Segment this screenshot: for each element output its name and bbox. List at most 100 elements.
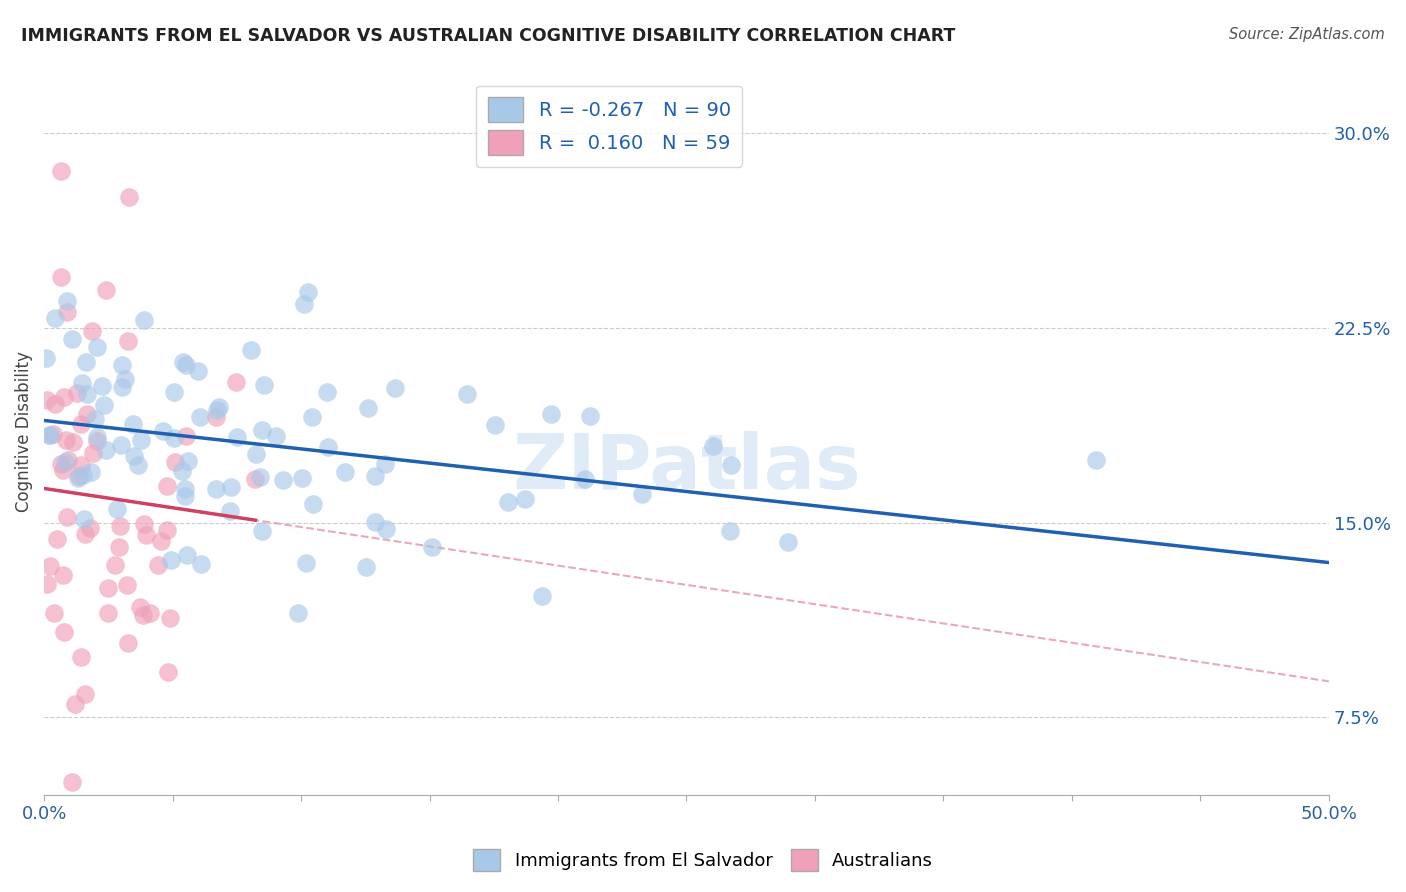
Point bbox=[44, 397, 66, 411]
Point bbox=[316, 384, 339, 399]
Point bbox=[163, 431, 186, 445]
Point bbox=[69, 649, 91, 664]
Point bbox=[111, 358, 134, 372]
Point bbox=[156, 523, 179, 537]
Point bbox=[173, 482, 195, 496]
Point bbox=[86, 429, 108, 443]
Point bbox=[62, 434, 84, 449]
Point bbox=[287, 606, 309, 620]
Point bbox=[75, 688, 97, 702]
Point bbox=[295, 556, 318, 570]
Point bbox=[132, 312, 155, 326]
Point bbox=[80, 324, 103, 338]
Point bbox=[80, 465, 103, 479]
Point bbox=[702, 438, 724, 452]
Point bbox=[72, 468, 94, 483]
Point bbox=[117, 334, 139, 348]
Point bbox=[114, 372, 136, 386]
Point bbox=[333, 465, 356, 479]
Point bbox=[117, 636, 139, 650]
Point bbox=[364, 515, 387, 529]
Point bbox=[356, 401, 378, 415]
Point bbox=[60, 775, 83, 789]
Point bbox=[53, 624, 76, 639]
Point bbox=[70, 458, 93, 472]
Point bbox=[249, 469, 271, 483]
Point bbox=[720, 458, 742, 472]
Point bbox=[205, 482, 228, 496]
Point bbox=[97, 607, 120, 621]
Point bbox=[53, 455, 76, 469]
Point bbox=[226, 430, 249, 444]
Point bbox=[45, 533, 67, 547]
Point bbox=[56, 293, 79, 308]
Point bbox=[76, 407, 98, 421]
Point bbox=[159, 610, 181, 624]
Text: ZIPatlas: ZIPatlas bbox=[512, 431, 860, 505]
Point bbox=[156, 479, 179, 493]
Point bbox=[38, 427, 60, 442]
Point bbox=[374, 522, 396, 536]
Point bbox=[297, 285, 319, 299]
Point bbox=[146, 558, 169, 573]
Point bbox=[172, 354, 194, 368]
Point bbox=[163, 384, 186, 399]
Point bbox=[41, 427, 63, 442]
Point bbox=[52, 463, 75, 477]
Point bbox=[39, 559, 62, 574]
Point bbox=[578, 409, 600, 424]
Point bbox=[52, 567, 75, 582]
Point bbox=[250, 423, 273, 437]
Point bbox=[70, 376, 93, 391]
Point bbox=[778, 535, 800, 549]
Point bbox=[82, 446, 104, 460]
Point bbox=[290, 471, 312, 485]
Point bbox=[70, 417, 93, 432]
Point bbox=[104, 558, 127, 573]
Legend: Immigrants from El Salvador, Australians: Immigrants from El Salvador, Australians bbox=[465, 842, 941, 879]
Point bbox=[1085, 453, 1108, 467]
Point bbox=[384, 381, 406, 395]
Point bbox=[540, 407, 562, 421]
Legend: R = -0.267   N = 90, R =  0.160   N = 59: R = -0.267 N = 90, R = 0.160 N = 59 bbox=[477, 86, 742, 167]
Point bbox=[115, 578, 138, 592]
Text: Source: ZipAtlas.com: Source: ZipAtlas.com bbox=[1229, 27, 1385, 42]
Point bbox=[165, 455, 187, 469]
Point bbox=[60, 332, 83, 346]
Point bbox=[139, 607, 162, 621]
Point bbox=[127, 458, 149, 472]
Point bbox=[90, 379, 112, 393]
Point bbox=[110, 438, 132, 452]
Point bbox=[245, 472, 267, 486]
Point bbox=[108, 540, 131, 554]
Point bbox=[159, 553, 181, 567]
Point bbox=[76, 387, 98, 401]
Point bbox=[174, 428, 197, 442]
Point bbox=[190, 558, 212, 572]
Point bbox=[93, 398, 115, 412]
Point bbox=[484, 418, 506, 433]
Point bbox=[75, 527, 97, 541]
Point bbox=[363, 469, 385, 483]
Point bbox=[66, 386, 89, 401]
Point bbox=[157, 665, 180, 679]
Point bbox=[131, 608, 153, 623]
Point bbox=[55, 433, 77, 447]
Point bbox=[225, 376, 247, 390]
Point bbox=[176, 549, 198, 563]
Point bbox=[188, 409, 211, 424]
Point bbox=[208, 401, 231, 415]
Point bbox=[173, 489, 195, 503]
Point bbox=[58, 453, 80, 467]
Point bbox=[118, 189, 141, 203]
Point bbox=[250, 524, 273, 538]
Point bbox=[354, 560, 377, 574]
Point bbox=[86, 340, 108, 354]
Point bbox=[94, 442, 117, 457]
Point bbox=[49, 457, 72, 471]
Point bbox=[496, 494, 519, 508]
Point bbox=[187, 364, 209, 378]
Point bbox=[53, 390, 76, 404]
Point bbox=[149, 533, 172, 548]
Point bbox=[456, 387, 478, 401]
